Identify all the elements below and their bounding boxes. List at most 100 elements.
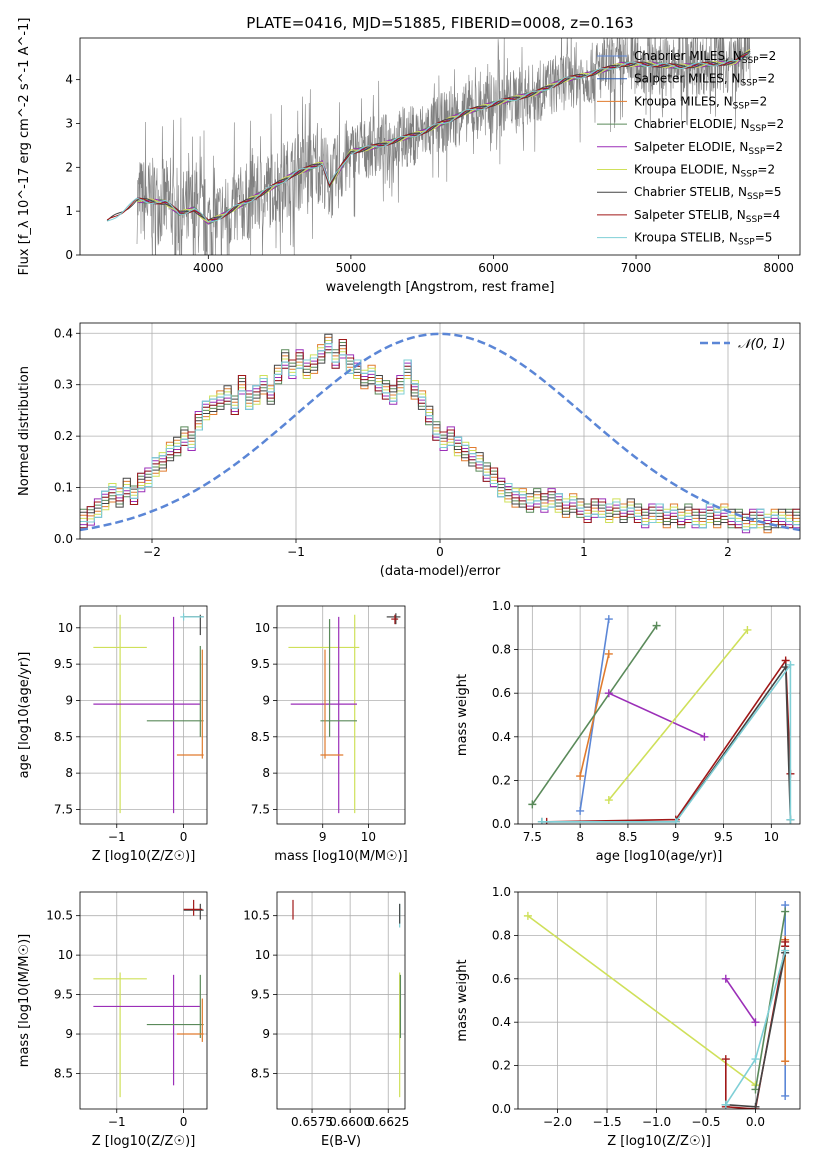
- mass-weight-marker: [528, 800, 537, 809]
- y-tick-label: 0.0: [492, 817, 511, 831]
- mass-weight-marker: [781, 907, 790, 916]
- x-axis-label: Z [log10(Z/Z☉)]: [92, 849, 196, 864]
- legend-sub: SSP: [733, 101, 750, 111]
- legend-entry: Kroupa MILES, NSSP=2: [634, 94, 767, 111]
- legend-sub: SSP: [747, 192, 764, 202]
- y-tick-label: 3: [65, 116, 73, 130]
- spectrum-data-line: [136, 38, 751, 255]
- y-tick-label: 0.4: [54, 326, 73, 340]
- legend-entry: Salpeter MILES, NSSP=2: [634, 72, 775, 89]
- x-axis-label: Z [log10(Z/Z☉)]: [92, 1134, 196, 1149]
- y-tick-label: 10: [58, 948, 73, 962]
- x-tick-label: 10: [764, 830, 779, 844]
- legend-label: Chabrier ELODIE, N: [634, 117, 750, 131]
- y-tick-label: 8.5: [251, 730, 270, 744]
- y-tick-label: 9: [262, 693, 270, 707]
- y-tick-label: 0.4: [492, 1015, 511, 1029]
- x-tick-label: −2.0: [543, 1115, 572, 1129]
- gaussian-legend-label: 𝒩(0, 1): [738, 337, 785, 352]
- legend-entry: Kroupa STELIB, NSSP=5: [634, 231, 772, 248]
- x-tick-label: 4000: [193, 261, 224, 275]
- x-tick-label: 8.5: [618, 830, 637, 844]
- legend-sub: SSP: [748, 147, 765, 157]
- mass-weight-marker: [743, 625, 752, 634]
- y-tick-label: 1: [65, 204, 73, 218]
- x-tick-label: −1: [108, 830, 126, 844]
- mass-weight-line: [608, 629, 749, 801]
- axes-frame: [276, 605, 406, 825]
- y-tick-label: 8.5: [251, 1066, 270, 1080]
- mass-weight-line: [725, 978, 757, 1023]
- legend-suffix: =2: [757, 72, 775, 86]
- x-tick-label: −0.5: [691, 1115, 720, 1129]
- y-axis-label: mass weight: [455, 674, 470, 756]
- x-tick-label: 1: [580, 545, 588, 559]
- y-tick-label: 0.0: [54, 532, 73, 546]
- x-tick-label: 0: [180, 830, 188, 844]
- legend-suffix: =2: [765, 140, 783, 154]
- x-tick-label: −1: [287, 545, 305, 559]
- x-tick-label: −2: [143, 545, 161, 559]
- y-tick-label: 8.5: [54, 730, 73, 744]
- x-tick-label: 6000: [478, 261, 509, 275]
- axes-frame: [79, 322, 801, 540]
- x-tick-label: 8000: [763, 261, 794, 275]
- mass-weight-marker: [751, 1055, 760, 1064]
- x-tick-label: −1.0: [642, 1115, 671, 1129]
- mass-weight-marker: [751, 1018, 760, 1027]
- mass-weight-marker: [786, 815, 795, 824]
- x-tick-label: 9: [319, 830, 327, 844]
- legend-suffix: =2: [757, 163, 775, 177]
- x-axis-label: (data-model)/error: [380, 564, 501, 579]
- y-tick-label: 0.2: [492, 1059, 511, 1073]
- x-tick-label: −1: [108, 1115, 126, 1129]
- x-tick-label: 10: [361, 830, 376, 844]
- histogram-step-line: [80, 343, 800, 531]
- axes-frame: [79, 891, 208, 1110]
- axes-massweight-vs-Z: −2.0 −1.5 −1.0 −0.5 0.0 0.0 0.2 0.4 0.6 0.8 1.0 Z […: [455, 885, 801, 1149]
- y-tick-label: 0.6: [492, 972, 511, 986]
- y-tick-label: 0.2: [54, 429, 73, 443]
- mass-weight-marker: [576, 772, 585, 781]
- x-tick-label: 8: [576, 830, 584, 844]
- x-tick-label: −1.5: [592, 1115, 621, 1129]
- mass-weight-marker: [700, 732, 709, 741]
- y-tick-label: 9: [65, 693, 73, 707]
- legend-entry: Chabrier STELIB, NSSP=5: [634, 185, 782, 202]
- mass-weight-marker: [537, 817, 546, 824]
- y-tick-label: 9.5: [251, 988, 270, 1002]
- mass-weight-marker: [786, 660, 795, 669]
- x-axis-label: mass [log10(M/M☉)]: [274, 849, 407, 864]
- x-tick-label: 0: [180, 1115, 188, 1129]
- legend-sub: SSP: [746, 215, 763, 225]
- y-axis-label: age [log10(age/yr)]: [17, 652, 32, 779]
- y-axis-label: Flux [f_λ 10^-17 erg cm^-2 s^-1 A^-1]: [17, 18, 32, 276]
- x-tick-label: 7000: [621, 261, 652, 275]
- axes-frame: [79, 37, 801, 256]
- plot-area-residuals: [80, 332, 800, 534]
- legend-entry: Chabrier MILES, NSSP=2: [634, 49, 776, 66]
- axes-frame: [517, 605, 801, 825]
- y-tick-label: 0.6: [492, 686, 511, 700]
- legend-sub: SSP: [741, 79, 758, 89]
- y-tick-label: 0: [65, 248, 73, 262]
- legend-label: Chabrier STELIB, N: [634, 185, 747, 199]
- mass-weight-marker: [721, 1100, 730, 1109]
- legend-label: Salpeter MILES, N: [634, 72, 741, 86]
- x-tick-label: 0.6575: [291, 1115, 333, 1129]
- spectrum-model-line: [106, 52, 751, 223]
- x-tick-label: 0.0: [746, 1115, 765, 1129]
- plot-area-massweight-vs-Z: [523, 901, 790, 1109]
- y-tick-label: 4: [65, 73, 73, 87]
- axes-mass-vs-Z: −1 0 8.5 9 9.5 10 10.5 Z [log10(Z/Z☉)] mass [log…: [17, 891, 208, 1149]
- y-axis-label: Normed distribution: [17, 366, 32, 496]
- mass-weight-marker: [576, 806, 585, 815]
- y-tick-label: 1.0: [492, 885, 511, 899]
- x-tick-label: 5000: [336, 261, 367, 275]
- mass-weight-marker: [721, 1055, 730, 1064]
- mass-weight-marker: [604, 689, 613, 698]
- x-tick-label: 2: [724, 545, 732, 559]
- legend-entry: Kroupa ELODIE, NSSP=2: [634, 163, 775, 180]
